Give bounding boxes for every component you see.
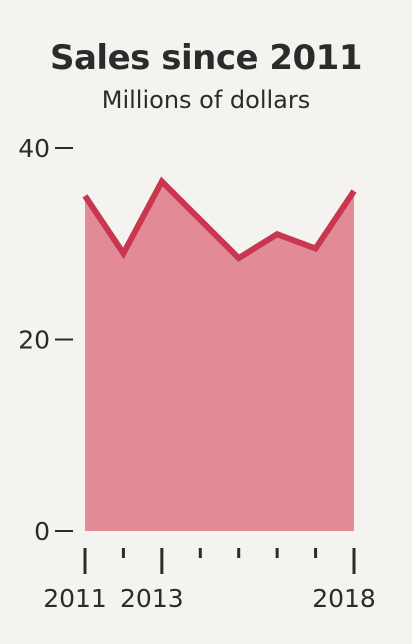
x-tick-label-2013: 2013 xyxy=(120,584,184,613)
y-tick-label-20: 20 xyxy=(18,326,50,355)
x-tick-label-2018: 2018 xyxy=(312,584,376,613)
sales-area xyxy=(85,181,354,531)
y-tick-label-40: 40 xyxy=(18,134,50,163)
sales-line xyxy=(82,176,357,262)
y-tick-label-0: 0 xyxy=(34,517,50,546)
x-tick-label-2011: 2011 xyxy=(43,584,107,613)
chart-title: Sales since 2011 xyxy=(50,38,363,78)
chart-subtitle: Millions of dollars xyxy=(101,86,311,114)
